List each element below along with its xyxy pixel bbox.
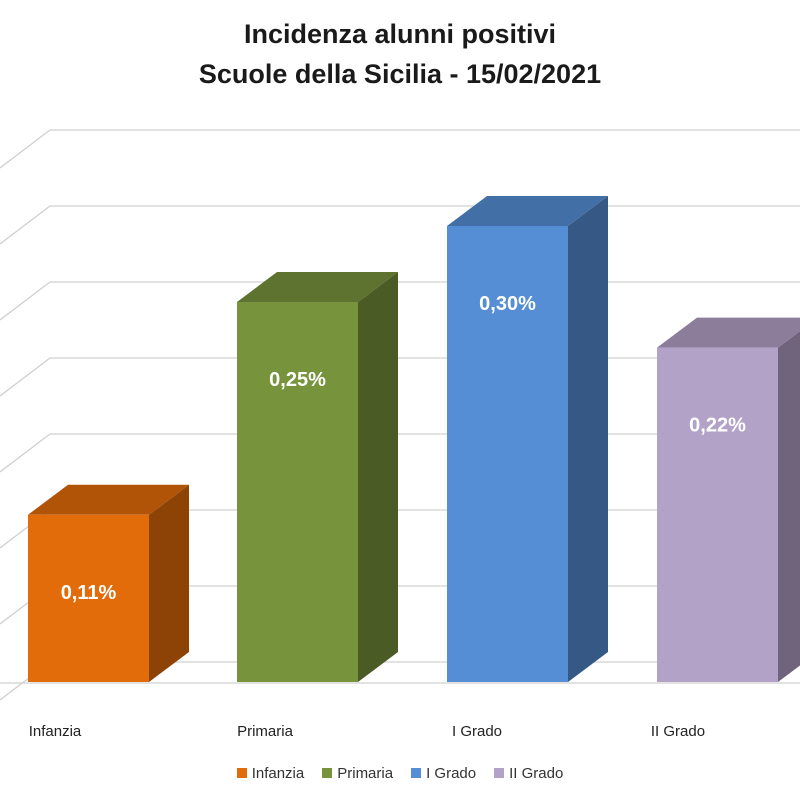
chart-title: Incidenza alunni positivi Scuole della S… (0, 14, 800, 94)
chart-title-line-2: Scuole della Sicilia - 15/02/2021 (198, 59, 602, 89)
gridline (0, 205, 800, 245)
bar-ii-grado: 0,22% (657, 317, 800, 682)
bars: 0,11% 0,25% 0,30% 0,22% (28, 196, 800, 682)
legend-item: II Grado (494, 765, 563, 782)
legend-label: Infanzia (251, 765, 305, 782)
bar-front-face (237, 302, 358, 682)
bar-front-face (447, 226, 568, 682)
bar-primaria: 0,25% (237, 272, 398, 682)
legend-label: II Grado (509, 765, 564, 782)
bar-side-face (358, 272, 398, 682)
chart-title-line-1: Incidenza alunni positivi (243, 19, 557, 49)
category-label: Primaria (237, 723, 293, 740)
bar-side-face (149, 484, 189, 682)
bar-i-grado: 0,30% (447, 196, 608, 682)
legend-item: Infanzia (236, 765, 305, 782)
data-label: 0,22% (689, 415, 746, 437)
bar-top-face (657, 317, 800, 348)
bar-top-face (237, 272, 398, 302)
legend-swatch (411, 768, 422, 778)
data-label: 0,25% (269, 369, 326, 391)
category-axis-labels: Infanzia Primaria I Grado II Grado (29, 723, 705, 740)
legend-swatch (322, 768, 333, 778)
legend: Infanzia Primaria I Grado II Grado (0, 765, 800, 782)
data-label: 0,30% (479, 293, 536, 315)
bar-infanzia: 0,11% (28, 484, 189, 682)
bar-top-face (447, 196, 608, 226)
legend-item: Primaria (322, 765, 393, 782)
legend-swatch (236, 768, 247, 778)
bar-front-face (657, 347, 778, 682)
category-label: Infanzia (29, 723, 82, 740)
legend-item: I Grado (411, 765, 476, 782)
bar-front-face (28, 514, 149, 682)
bar-top-face (28, 484, 189, 515)
legend-label: Primaria (337, 765, 394, 782)
data-label: 0,11% (61, 582, 117, 604)
bar-side-face (778, 331, 800, 682)
legend-label: I Grado (426, 765, 477, 782)
category-label: I Grado (452, 723, 502, 740)
bar-side-face (568, 196, 608, 682)
category-label: II Grado (651, 723, 705, 740)
legend-swatch (494, 768, 505, 778)
gridline (0, 281, 800, 321)
gridline (0, 129, 800, 169)
